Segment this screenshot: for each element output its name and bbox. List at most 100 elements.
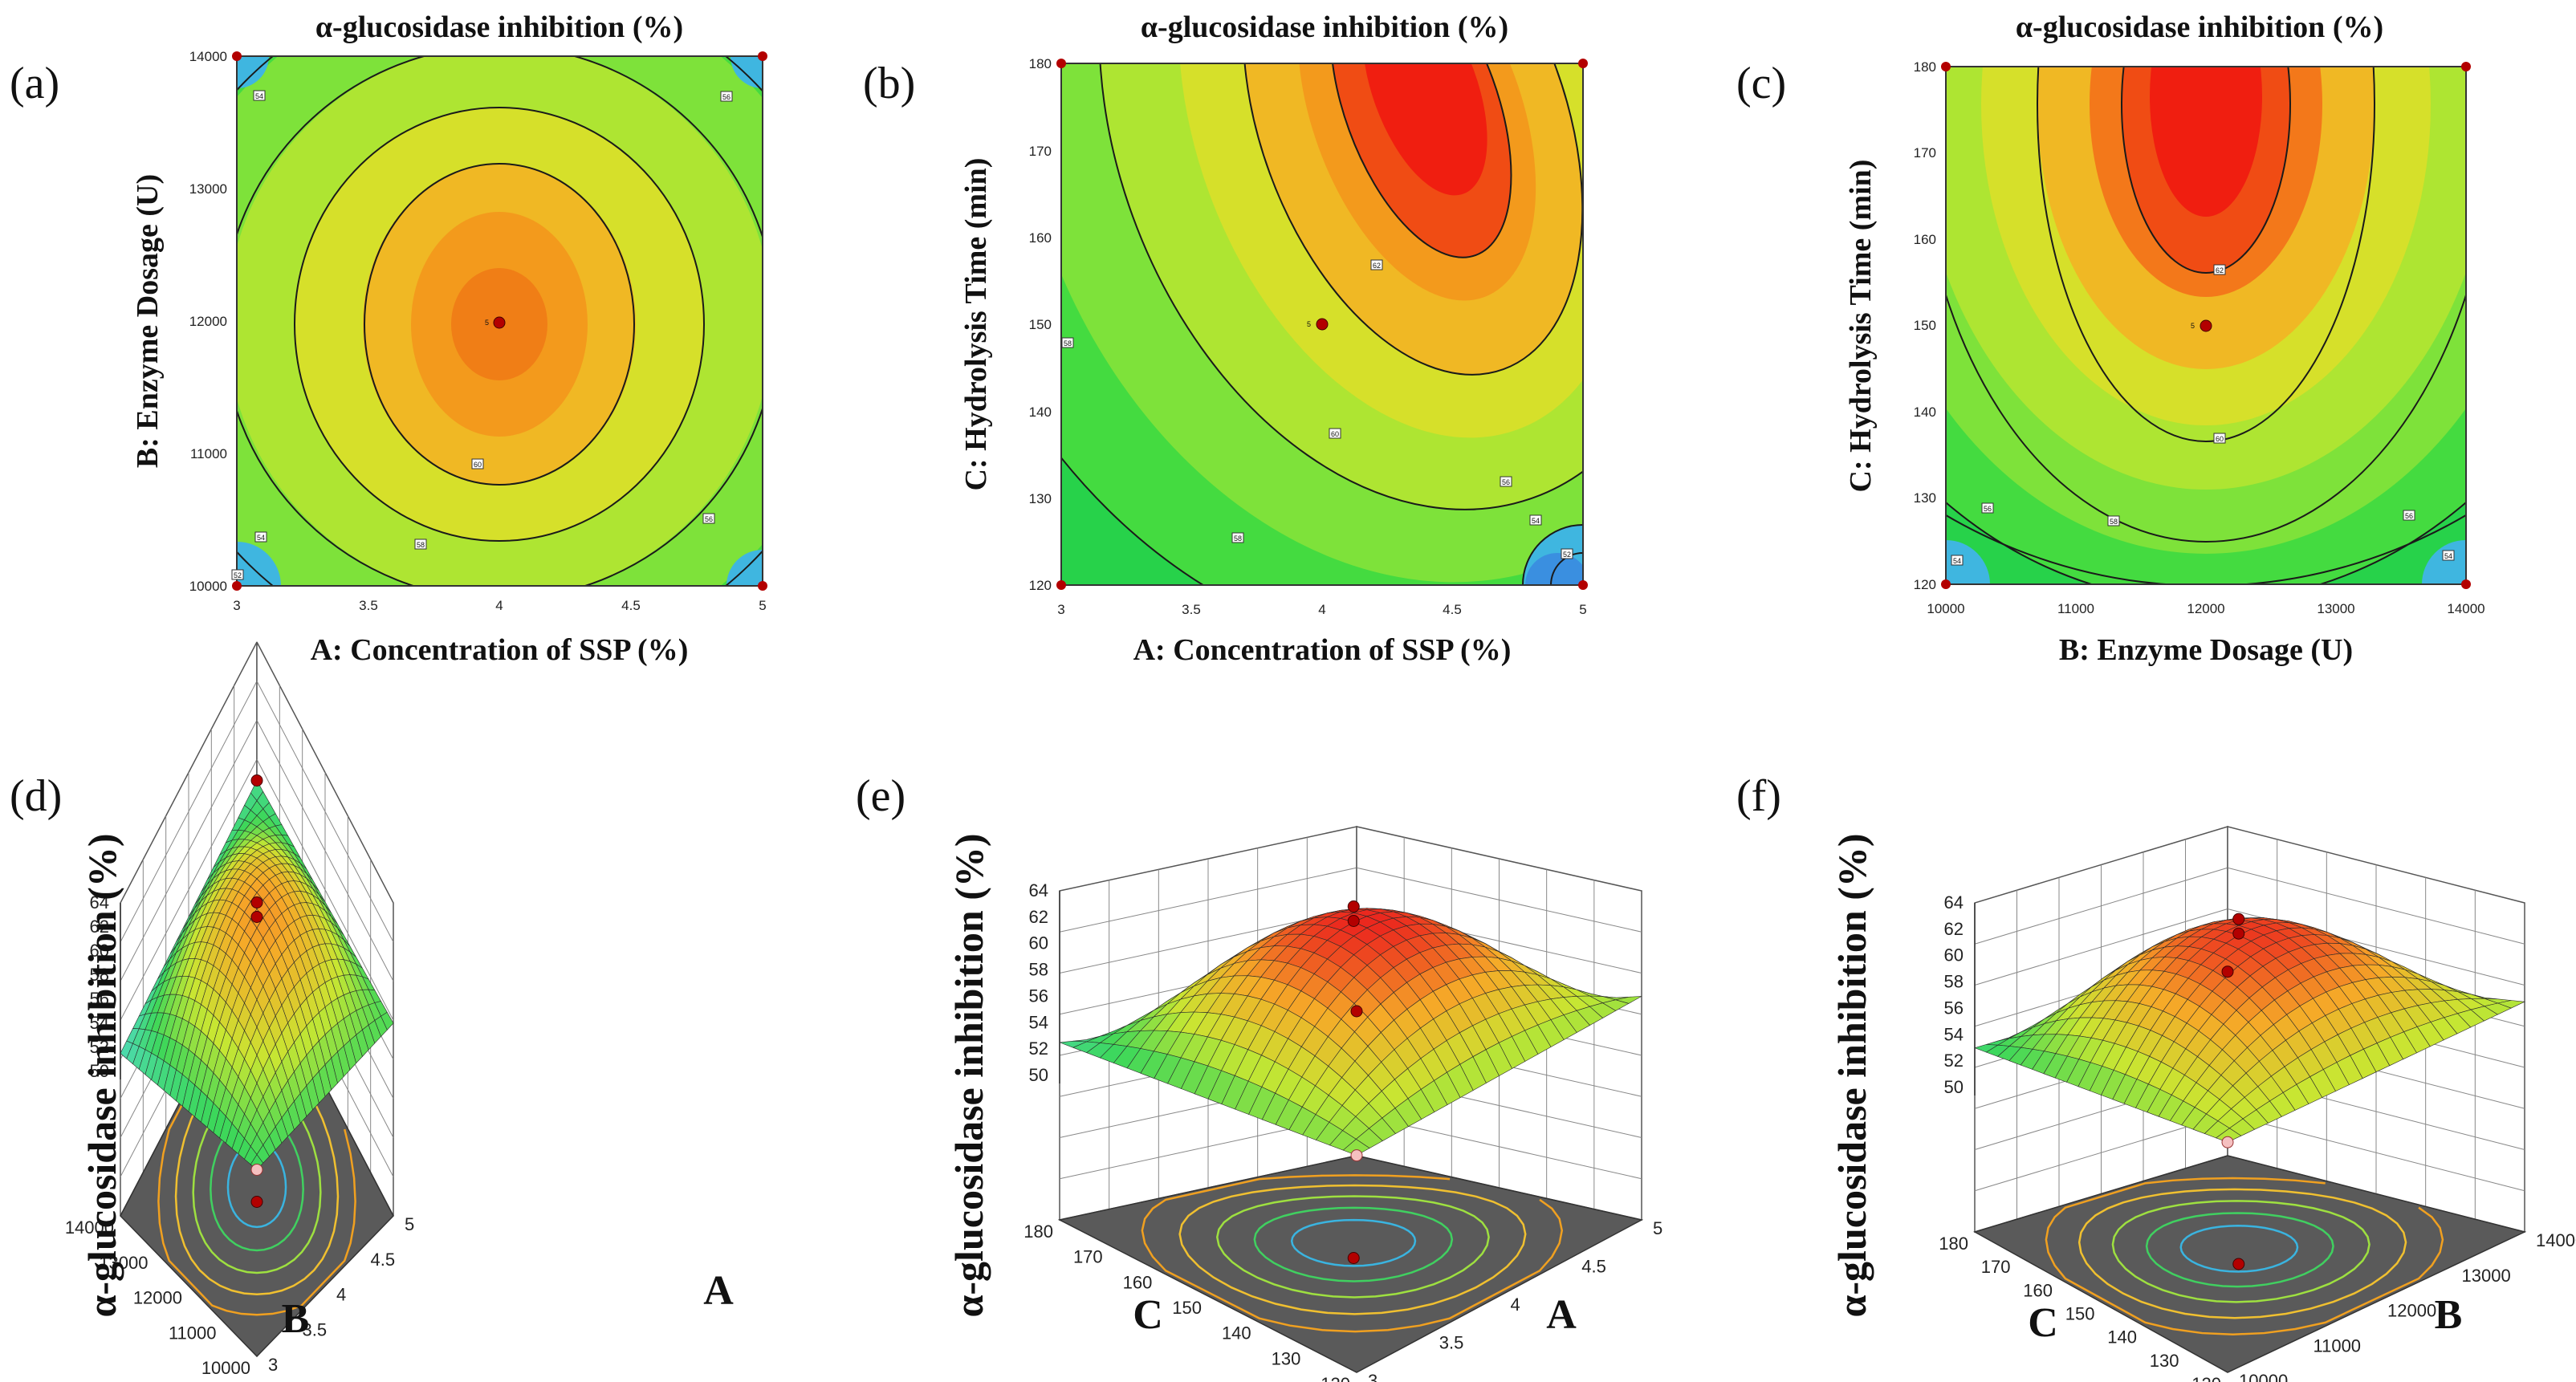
svg-text:160: 160 [1914,232,1936,247]
design-point [758,51,767,61]
svg-text:13000: 13000 [2317,601,2354,616]
z-tick-label: 60 [90,941,109,961]
center-point-a [493,316,506,329]
y-ticks-c: 120 130 140 150 160 170 180 [1914,59,1936,592]
contour-labels-c: 54 56 58 56 54 60 62 [1951,264,2455,566]
corner-blue-c-bl [1946,540,1990,584]
design-point [232,581,242,591]
design-point [2232,1258,2245,1270]
contour-plot-c: 54 56 58 56 54 60 62 5 10000 11000 12000 [1844,59,2485,667]
svg-text:14000: 14000 [189,49,227,64]
x-axis-title-a: A: Concentration of SSP (%) [311,633,689,667]
design-point [2461,62,2471,71]
svg-text:54: 54 [255,92,263,100]
panel-label-e: (e) [856,771,905,821]
svg-text:54: 54 [257,534,265,542]
z-tick-label: 52 [1944,1051,1964,1071]
y-tick-label: 170 [1073,1247,1103,1267]
panel-f: (f) 50 52 54 56 58 60 62 64 10000 11000 12000 13000… [1736,771,2576,1382]
x-tick-label: 11000 [2314,1335,2362,1356]
svg-text:58: 58 [1234,535,1242,543]
svg-text:10000: 10000 [1927,601,1964,616]
svg-text:56: 56 [1984,505,1992,513]
design-point [1578,580,1588,590]
design-point [250,1196,263,1208]
x-axis-title-c: B: Enzyme Dosage (U) [2059,633,2353,667]
contour-line-b-58 [1098,63,1583,510]
design-points-b: 5 [1056,59,1588,590]
contour-title-c: α-glucosidase inhibition (%) [2016,10,2383,44]
svg-text:4.5: 4.5 [1443,602,1462,617]
center-point-count-b: 5 [1307,320,1311,328]
surface-plot-d: 50 52 54 56 58 60 62 64 3 3.5 4 4.5 5 10000 11000 12000… [65,641,734,1378]
y-tick-label: 11000 [169,1323,217,1343]
design-point [1347,1252,1360,1264]
z-tick-label: 60 [1944,945,1964,965]
svg-text:58: 58 [2110,518,2118,526]
design-points-a: 5 [232,51,767,591]
z-tick-label: 64 [1944,892,1964,913]
svg-text:170: 170 [1914,145,1936,161]
floor-contour-line [1290,1218,1417,1267]
y-tick-label: 13000 [99,1253,148,1273]
y-tick-label: 14000 [65,1217,114,1238]
x-tick-label: 3 [268,1355,278,1375]
y-axis-title-b: C: Hydrolysis Time (min) [959,158,993,491]
y-tick-label: 170 [1981,1257,2011,1277]
center-design-point [2232,913,2245,925]
svg-text:58: 58 [1064,339,1072,348]
surface-plot-f: 50 52 54 56 58 60 62 64 10000 11000 12000 13000 1400… [1829,825,2576,1382]
contour-title-b: α-glucosidase inhibition (%) [1141,10,1508,44]
y-ticks-a: 10000 11000 12000 13000 14000 [189,49,227,594]
svg-text:54: 54 [2444,552,2452,560]
svg-text:60: 60 [2216,435,2224,443]
x-axis-letter: A [1546,1292,1577,1338]
plot-frame-b [1060,63,1584,586]
floor-plane [1973,1155,2527,1373]
z-tick-label: 60 [1029,933,1048,953]
z-tick-label: 52 [90,1037,109,1057]
floor-contour-line [2077,1188,2407,1319]
floor-contour-line [1141,1174,1564,1333]
svg-text:140: 140 [1029,404,1052,420]
design-point [758,581,767,591]
design-point [2221,1136,2234,1148]
y-tick-label: 180 [1023,1221,1053,1242]
contour-title-a: α-glucosidase inhibition (%) [315,10,683,44]
design-point [2221,965,2234,978]
x-tick-label: 4 [1511,1295,1520,1315]
contour-plot-b: 52 54 56 58 58 60 62 5 3 3.5 4 4.5 [959,56,1588,667]
svg-text:3.5: 3.5 [359,598,378,613]
contour-labels-a: 52 54 54 56 56 58 60 [231,90,733,580]
y-axis-letter: C [1133,1292,1163,1338]
contour-line-a-60 [364,163,635,486]
x-tick-label: 4.5 [1581,1257,1606,1277]
svg-text:11000: 11000 [2057,601,2094,616]
y-tick-label: 130 [2150,1351,2179,1371]
svg-text:5: 5 [1579,602,1586,617]
panel-b: (b) α-glucosidase inhibition (%) [863,10,1588,667]
floor-contour-line [2179,1225,2299,1273]
corner-blue-a-bl [237,542,281,586]
z-tick-label: 54 [90,1013,109,1033]
svg-text:12000: 12000 [189,314,227,329]
z-tick-label: 54 [1944,1024,1964,1044]
svg-text:170: 170 [1029,144,1052,159]
svg-text:62: 62 [2216,266,2224,274]
x-tick-label: 14000 [2536,1230,2576,1250]
y-tick-label: 180 [1939,1234,1968,1254]
x-tick-label: 4.5 [371,1250,396,1270]
y-tick-label: 140 [1222,1323,1251,1343]
z-tick-label: 56 [90,989,109,1009]
contour-line-b-62 [1329,63,1512,258]
design-point [1350,1149,1363,1162]
y-tick-label: 10000 [201,1358,250,1378]
design-point [232,51,242,61]
svg-text:150: 150 [1029,317,1052,332]
band-c-8 [2150,67,2262,217]
svg-text:5: 5 [759,598,766,613]
y-tick-label: 12000 [133,1288,182,1308]
x-tick-label: 13000 [2462,1266,2511,1286]
contour-line-b-60 [1242,63,1583,376]
panel-c: (c) α-glucosidase inhibition (%) [1736,10,2485,667]
